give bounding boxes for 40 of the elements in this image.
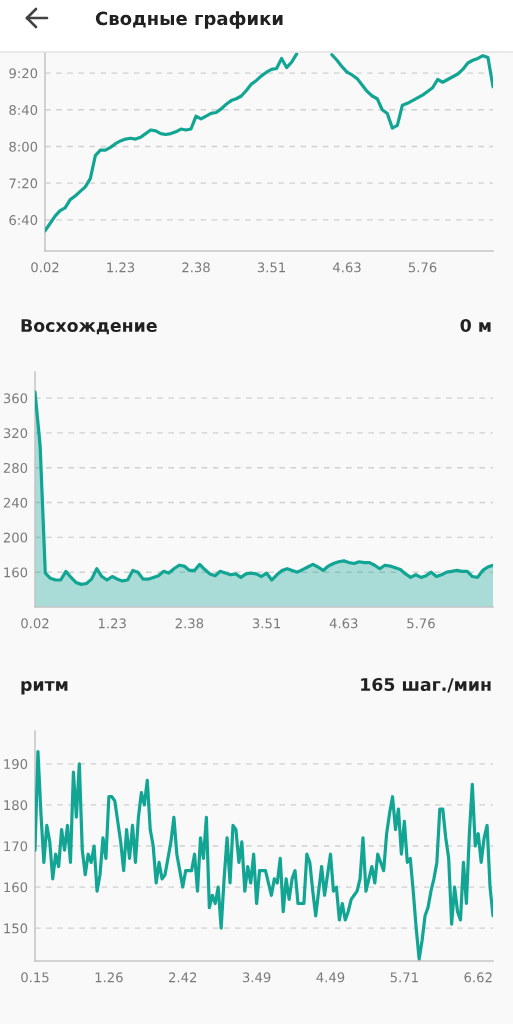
x-tick-label: 5.76 [408, 262, 437, 273]
x-tick-label: 6.62 [464, 972, 492, 983]
x-tick-label: 2.42 [169, 972, 197, 983]
x-tick-label: 2.38 [175, 618, 204, 629]
x-tick-label: 4.49 [316, 972, 345, 983]
y-tick-label: 280 [3, 462, 28, 473]
y-tick-label: 8:00 [9, 141, 38, 152]
y-tick-label: 150 [4, 923, 28, 934]
y-tick-label: 240 [3, 497, 28, 508]
x-tick-label: 0.02 [31, 262, 59, 273]
x-tick-label: 3.49 [242, 972, 271, 983]
y-tick-label: 9:20 [9, 68, 38, 79]
x-tick-label: 2.38 [182, 262, 210, 273]
y-tick-label: 190 [4, 759, 28, 770]
x-tick-label: 4.63 [329, 618, 358, 629]
chart-subtitle: 165 шаг./мин [361, 677, 491, 693]
y-tick-label: 180 [4, 800, 28, 811]
x-tick-label: 3.51 [257, 262, 285, 273]
y-tick-label: 6:40 [9, 215, 38, 226]
x-tick-label: 5.71 [390, 972, 418, 983]
chart-title: Сводные графики [95, 11, 283, 29]
x-tick-label: 1.23 [107, 262, 135, 273]
x-tick-label: 0.15 [21, 972, 49, 983]
y-tick-label: 160 [4, 882, 28, 893]
x-tick-label: 0.02 [21, 618, 49, 629]
x-tick-label: 4.63 [332, 262, 361, 273]
y-tick-label: 170 [4, 841, 28, 852]
x-tick-label: 5.76 [407, 618, 435, 629]
y-tick-label: 360 [3, 393, 28, 404]
y-tick-label: 8:40 [9, 104, 38, 115]
x-tick-label: 1.26 [95, 972, 123, 983]
chart-subtitle: 0 м [460, 318, 491, 333]
x-tick-label: 1.23 [98, 618, 126, 629]
y-tick-label: 320 [3, 428, 28, 439]
y-tick-label: 160 [4, 567, 28, 578]
x-tick-label: 3.51 [252, 618, 281, 629]
y-tick-label: 200 [3, 532, 28, 543]
chart-title: ритм [21, 681, 68, 695]
y-tick-label: 7:20 [9, 178, 38, 189]
chart-title: Восхождение [21, 319, 157, 335]
